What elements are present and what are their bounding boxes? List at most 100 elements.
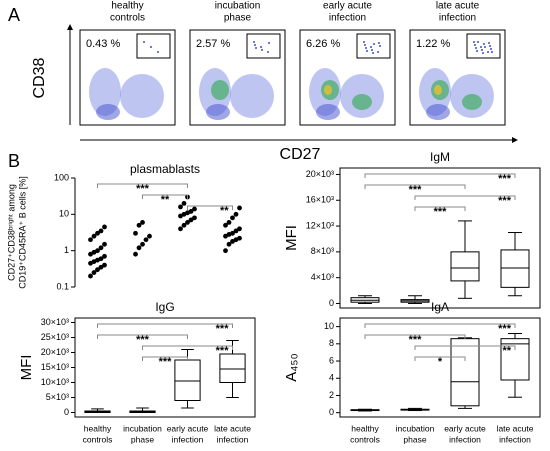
x-tick-label: infection xyxy=(449,434,481,444)
data-point xyxy=(98,245,104,251)
y-tick-label: 20×10³ xyxy=(306,169,334,179)
data-point xyxy=(98,228,104,234)
data-point xyxy=(237,205,242,211)
gate-event xyxy=(373,43,375,45)
significance-bracket xyxy=(414,345,516,350)
significance-bracket xyxy=(142,345,233,350)
y-axis-label: MFI xyxy=(283,225,300,251)
arrow-head xyxy=(67,24,73,30)
box xyxy=(450,251,480,282)
y-tick-label: 1 xyxy=(64,245,69,255)
x-tick-label: early acute xyxy=(444,423,486,433)
data-point xyxy=(178,226,183,232)
chart-title: IgG xyxy=(155,300,174,314)
significance-label: ** xyxy=(220,205,229,217)
x-tick-label: phase xyxy=(131,434,154,444)
data-point xyxy=(98,256,104,262)
x-tick-label: infection xyxy=(499,434,531,444)
significance-label: *** xyxy=(159,356,173,368)
gate-percent: 6.26 % xyxy=(306,38,340,50)
gate-event xyxy=(490,48,492,50)
significance-label: ** xyxy=(161,194,170,206)
gate-event xyxy=(475,47,477,49)
data-point xyxy=(91,233,97,239)
density-core xyxy=(434,85,442,95)
flow-title: early acute xyxy=(323,1,372,12)
gate-event xyxy=(487,51,489,53)
y-tick-label: 15×10³ xyxy=(41,362,69,372)
y-tick-label: 16×10³ xyxy=(306,195,334,205)
chart-title: IgA xyxy=(431,300,449,314)
gate-event xyxy=(488,42,490,44)
y-tick-label: 4×10³ xyxy=(311,272,334,282)
y-tick-label: 10 xyxy=(59,209,69,219)
gate-event xyxy=(377,51,379,53)
plot-frame xyxy=(339,317,541,418)
gate-event xyxy=(150,46,152,48)
gate-percent: 1.22 % xyxy=(416,38,450,50)
y-axis-label: CD27⁺CD38ᵇʳⁱᵍʰᵗ among xyxy=(6,184,16,281)
significance-bracket xyxy=(142,194,188,199)
significance-label: ** xyxy=(502,345,511,357)
density-core xyxy=(211,80,229,100)
data-point xyxy=(237,226,242,232)
y-axis-label: MFI xyxy=(18,355,35,381)
x-tick-label: healthy xyxy=(84,423,112,433)
gate-event xyxy=(476,50,478,52)
data-point xyxy=(143,237,149,243)
flow-title: infection xyxy=(439,13,476,24)
density-blob xyxy=(426,104,450,120)
gate-event xyxy=(489,45,491,47)
gate xyxy=(246,33,281,59)
flow-title: incubation xyxy=(215,1,261,12)
flow-frame xyxy=(79,29,176,126)
y-axis-label: A₄₅₀ xyxy=(283,353,300,381)
data-point xyxy=(233,211,239,217)
significance-label: *** xyxy=(216,345,230,357)
density-core xyxy=(324,85,332,95)
significance-label: *** xyxy=(498,173,512,185)
x-tick-label: controls xyxy=(83,434,113,444)
y-tick-label: 5×10³ xyxy=(46,392,69,402)
chart-title: IgM xyxy=(430,150,450,164)
significance-bracket xyxy=(187,205,233,210)
significance-bracket xyxy=(414,195,516,200)
x-tick-label: infection xyxy=(217,434,249,444)
significance-bracket xyxy=(364,184,466,189)
gate-event xyxy=(378,42,380,44)
y-tick-label: 25×10³ xyxy=(41,332,69,342)
gate-event xyxy=(364,44,366,46)
significance-label: *** xyxy=(409,334,423,346)
gate-event xyxy=(491,51,493,53)
gate-event xyxy=(484,46,486,48)
gate-event xyxy=(157,51,159,53)
flow-title: controls xyxy=(110,13,145,24)
y-tick-label: 4 xyxy=(329,373,334,383)
data-point xyxy=(233,228,239,234)
data-point xyxy=(88,237,93,243)
gate-event xyxy=(379,45,381,47)
flow-title: phase xyxy=(224,13,252,24)
significance-label: *** xyxy=(498,195,512,207)
significance-label: *** xyxy=(216,323,230,335)
data-point xyxy=(192,215,197,221)
data-point xyxy=(91,270,97,275)
x-tick-label: infection xyxy=(172,434,204,444)
significance-label: *** xyxy=(136,183,150,195)
y-tick-label: 0 xyxy=(329,407,334,417)
x-tick-label: incubation xyxy=(123,423,162,433)
y-tick-label: 6 xyxy=(329,355,334,365)
gate-event xyxy=(482,52,484,54)
gate-event xyxy=(268,42,270,44)
gate-event xyxy=(260,46,262,48)
data-point xyxy=(188,209,194,214)
data-point xyxy=(136,222,142,228)
box xyxy=(450,338,480,407)
data-point xyxy=(147,233,152,239)
significance-bracket xyxy=(97,334,188,339)
density-blob xyxy=(96,104,120,120)
data-point xyxy=(136,245,142,251)
significance-bracket xyxy=(364,173,516,178)
significance-bracket xyxy=(97,323,233,328)
